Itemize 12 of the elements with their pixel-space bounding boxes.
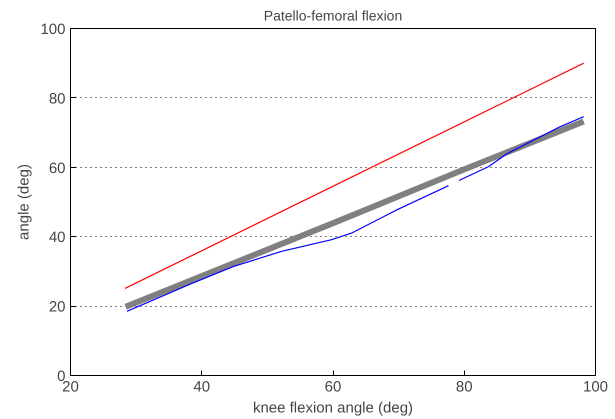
x-tick-label: 40 — [193, 378, 210, 396]
y-tick-label: 40 — [48, 229, 66, 246]
y-tick-label: 20 — [48, 298, 66, 316]
y-axis-title: angle (deg) — [15, 164, 32, 240]
x-tick-label: 80 — [456, 378, 473, 396]
x-tick-label: 100 — [582, 378, 608, 396]
y-tick-label: 80 — [48, 90, 66, 108]
x-axis-title: knee flexion angle (deg) — [252, 400, 414, 416]
chart-title: Patello-femoral flexion — [264, 8, 402, 24]
x-tick-label: 60 — [324, 378, 342, 396]
y-tick-label: 100 — [40, 21, 66, 38]
y-tick-label: 60 — [48, 160, 66, 177]
